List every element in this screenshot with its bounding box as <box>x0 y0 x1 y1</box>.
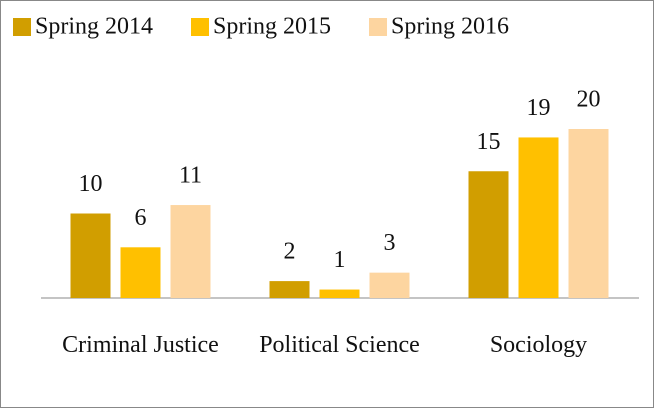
legend-label: Spring 2015 <box>213 14 331 40</box>
data-label: 15 <box>477 129 501 155</box>
legend-label: Spring 2016 <box>391 14 509 40</box>
data-label: 19 <box>527 95 551 121</box>
bar <box>70 213 111 298</box>
legend-swatch <box>369 18 387 36</box>
data-label: 10 <box>79 171 103 197</box>
x-tick-label: Sociology <box>489 332 588 358</box>
legend-swatch <box>13 18 31 36</box>
data-label: 6 <box>135 205 147 231</box>
x-tick-label: Criminal Justice <box>62 332 219 358</box>
legend-label: Spring 2014 <box>35 14 153 40</box>
bar <box>369 272 410 298</box>
bar <box>170 205 211 298</box>
data-label: 20 <box>577 87 601 113</box>
legend-swatch <box>191 18 209 36</box>
data-label: 3 <box>384 230 396 256</box>
bar <box>120 247 161 298</box>
bar <box>319 289 360 298</box>
bar <box>269 281 310 298</box>
bar <box>468 171 509 298</box>
data-label: 11 <box>179 163 202 189</box>
bar <box>568 129 609 298</box>
x-tick-label: Political Science <box>259 332 420 358</box>
data-label: 2 <box>284 239 296 265</box>
bar <box>518 137 559 298</box>
data-label: 1 <box>334 247 346 273</box>
